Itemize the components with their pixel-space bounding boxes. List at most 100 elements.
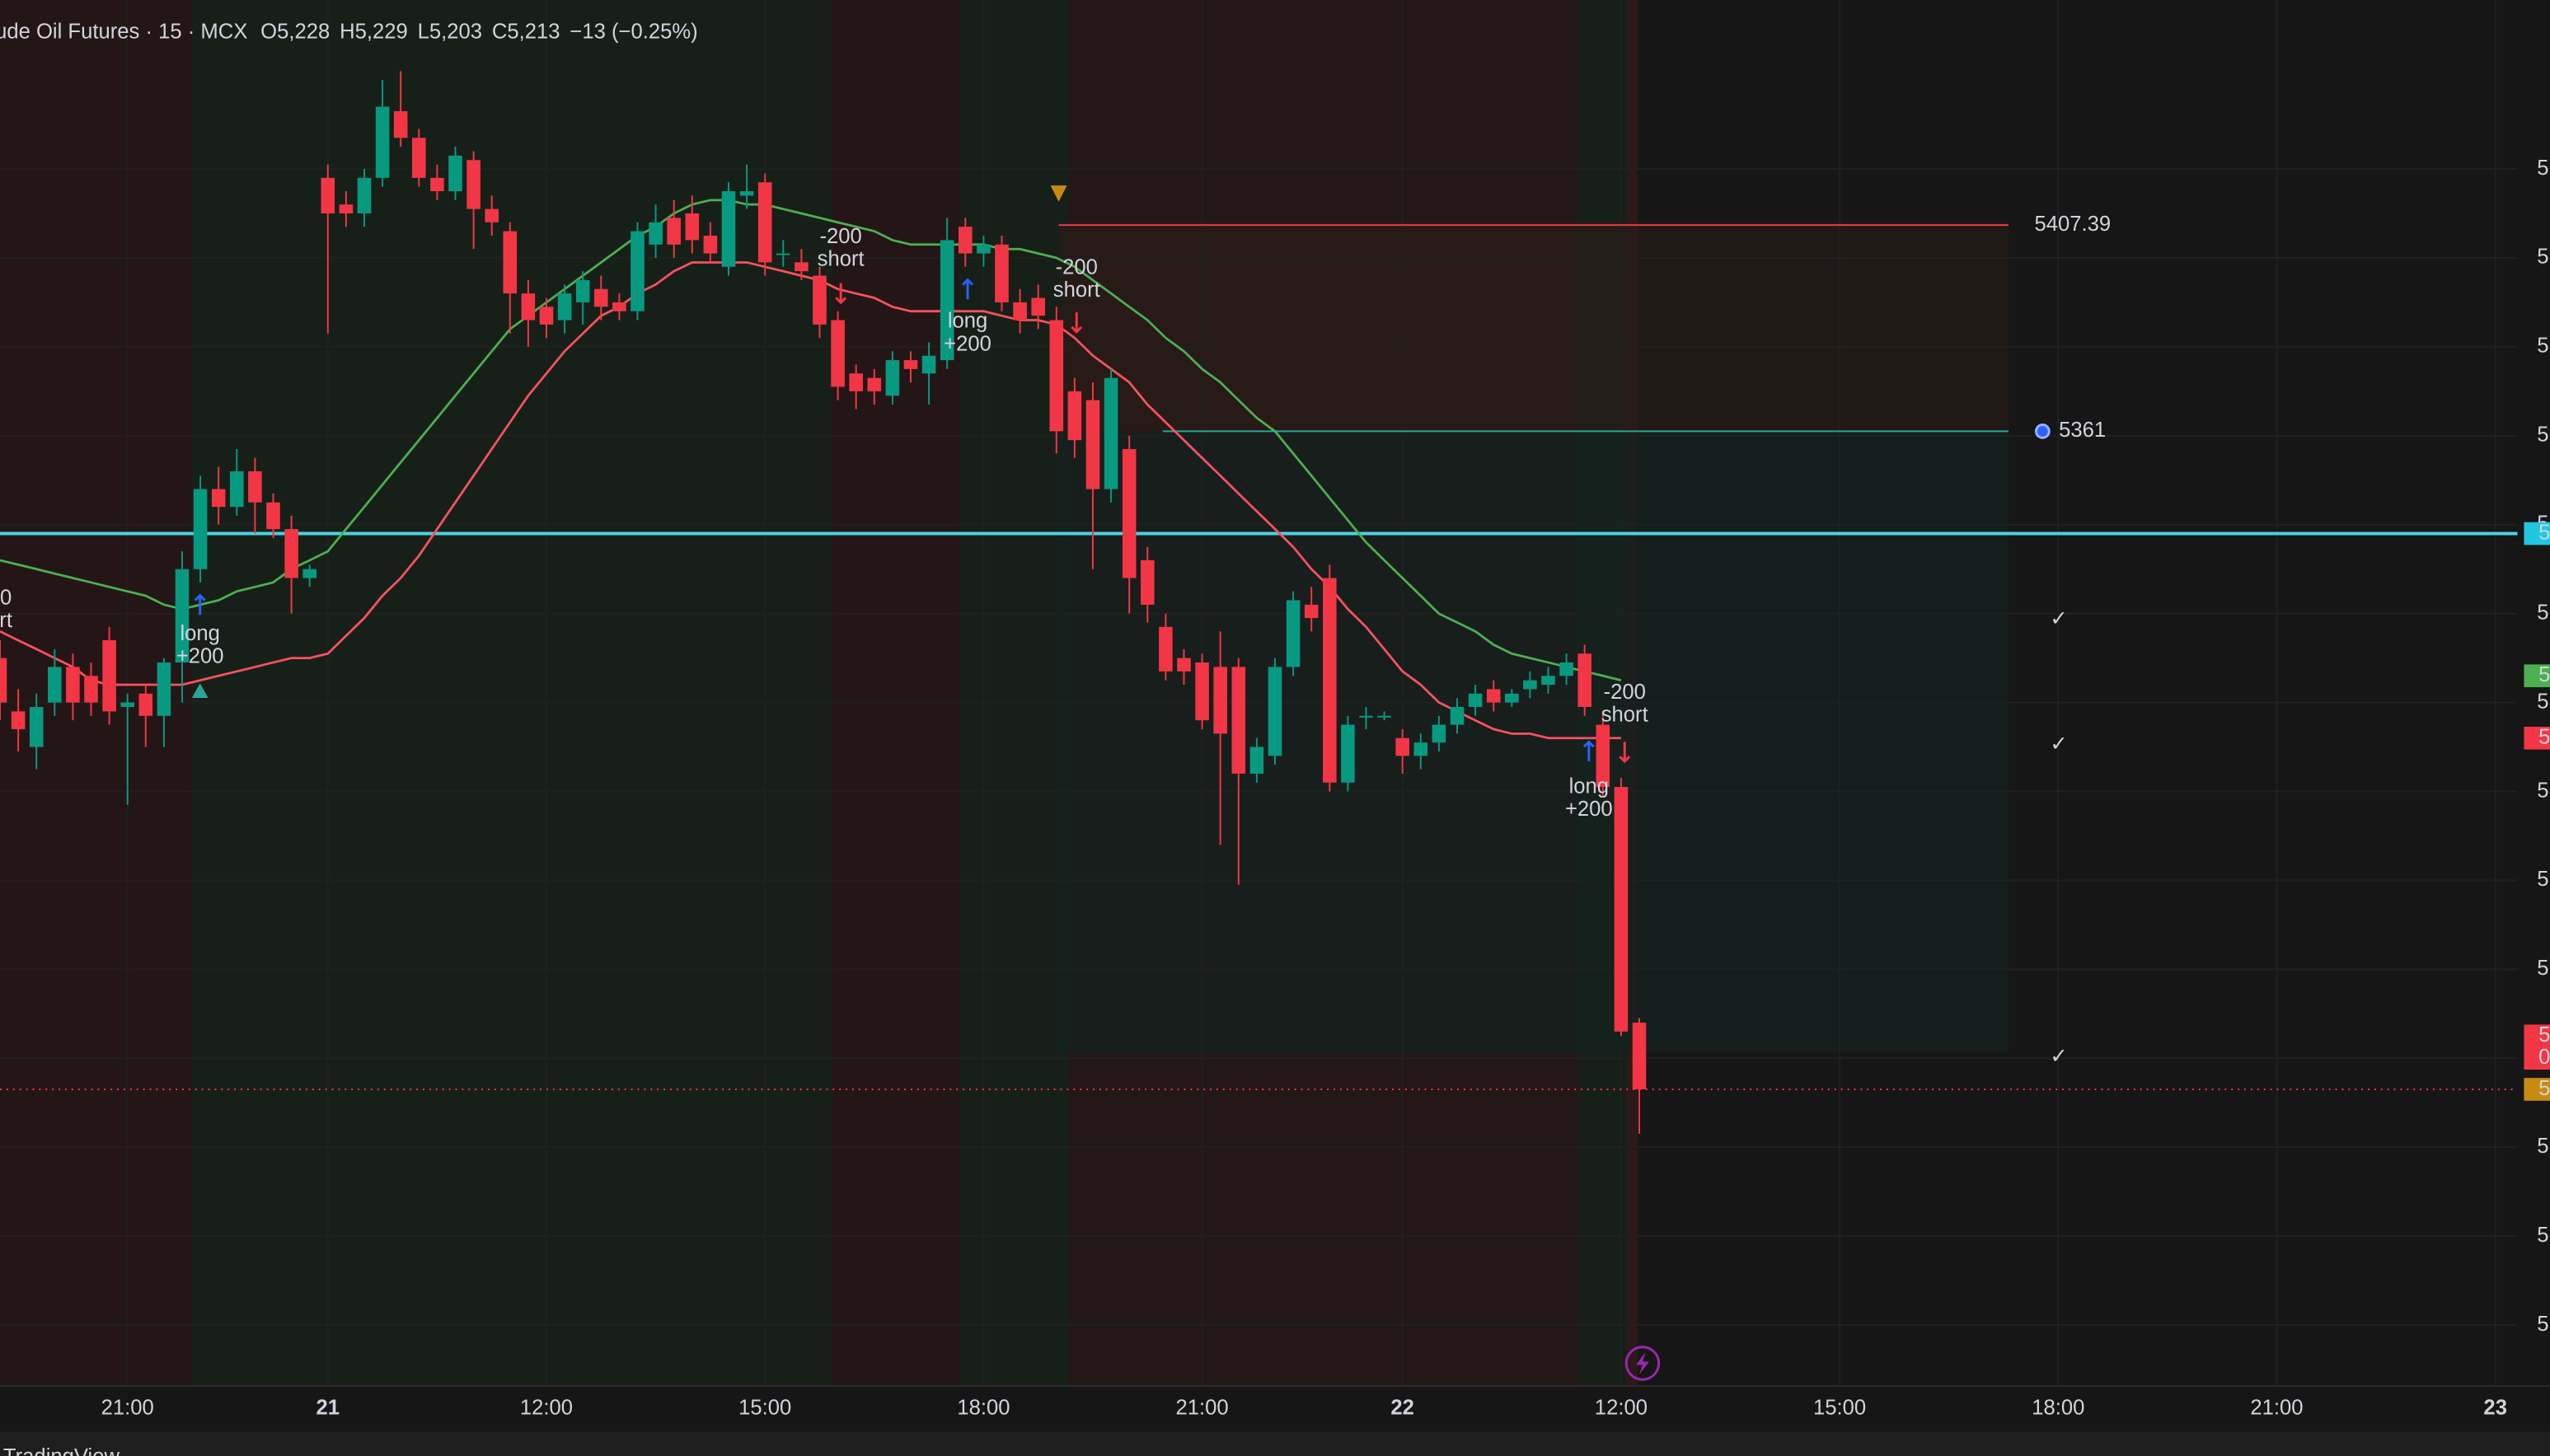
candle-body bbox=[594, 288, 608, 307]
y-tick-label: 5 bbox=[2537, 868, 2548, 891]
trade-label: -200 bbox=[1056, 256, 1098, 279]
candle-body bbox=[1559, 662, 1573, 677]
plot bbox=[0, 71, 2518, 1134]
candle-body bbox=[1159, 626, 1173, 672]
price-badge-label: 5 bbox=[2538, 1023, 2550, 1046]
price-badge bbox=[2524, 1078, 2550, 1101]
candle-body bbox=[1486, 689, 1501, 703]
alert-icon[interactable] bbox=[1624, 1346, 1661, 1381]
footer-brand: TradingView bbox=[3, 1445, 120, 1456]
level-dot bbox=[2034, 424, 2051, 439]
price-axis bbox=[2517, 0, 2550, 1387]
x-tick-label: 15:00 bbox=[738, 1397, 791, 1420]
candle-body bbox=[867, 377, 882, 391]
candle-body bbox=[1122, 448, 1137, 578]
y-tick-label: 5 bbox=[2537, 246, 2548, 269]
x-tick-label: 12:00 bbox=[1595, 1397, 1648, 1420]
footer-bar bbox=[0, 1431, 2550, 1456]
candle-body bbox=[1049, 320, 1064, 432]
band-green bbox=[959, 0, 1069, 1387]
candle-body bbox=[102, 640, 116, 712]
trade-label: +200 bbox=[944, 332, 991, 355]
candle-body bbox=[1450, 706, 1465, 725]
candle-body bbox=[575, 279, 590, 302]
candle-body bbox=[1323, 578, 1337, 783]
legend-text: H bbox=[340, 20, 355, 43]
candle-body bbox=[776, 253, 790, 255]
candle-body bbox=[1085, 400, 1100, 489]
candle-body bbox=[1468, 693, 1483, 707]
candle-body bbox=[393, 110, 408, 138]
candle-body bbox=[1031, 297, 1045, 316]
price-badge bbox=[2524, 1046, 2550, 1070]
y-tick-label: 5 bbox=[2537, 1135, 2548, 1158]
level-label: 5407.39 bbox=[2034, 213, 2111, 236]
candle-body bbox=[703, 235, 718, 254]
signal-marker bbox=[1050, 185, 1067, 202]
x-tick-label: 18:00 bbox=[957, 1397, 1010, 1420]
trade-label: long bbox=[948, 310, 987, 333]
candle-body bbox=[921, 355, 936, 374]
y-tick-label: 5 bbox=[2537, 779, 2548, 802]
candle-body bbox=[721, 191, 736, 267]
price-badge bbox=[2524, 1024, 2550, 1048]
candle-body bbox=[1523, 680, 1537, 690]
candle-body bbox=[1577, 653, 1591, 707]
signal-marker bbox=[191, 683, 209, 698]
price-badge bbox=[2524, 726, 2550, 750]
trade-arrow bbox=[1071, 312, 1083, 334]
candle-body bbox=[557, 293, 572, 321]
candle-body bbox=[1432, 724, 1446, 743]
candle-body bbox=[1377, 715, 1391, 718]
candle-body bbox=[430, 177, 444, 192]
candle-body bbox=[849, 373, 863, 391]
candle-body bbox=[795, 262, 809, 272]
candle-body bbox=[11, 711, 26, 729]
candle-body bbox=[1286, 600, 1301, 667]
x-tick-label: 18:00 bbox=[2032, 1397, 2084, 1420]
legend-text: 5,228 bbox=[277, 20, 330, 43]
legend-text: 5,213 bbox=[507, 20, 560, 43]
candle-body bbox=[995, 244, 1009, 302]
alert-bolt bbox=[1636, 1351, 1649, 1375]
candle-body bbox=[1213, 667, 1227, 734]
candle-body bbox=[757, 182, 772, 263]
candle-body bbox=[175, 569, 190, 663]
legend-header: ude Oil Futures · 15 · MCX O 5,228 H 5,229 L 5… bbox=[0, 20, 698, 43]
trade-label: +200 bbox=[1565, 798, 1613, 821]
candle-body bbox=[503, 231, 518, 294]
candle-body bbox=[630, 231, 645, 311]
price-badge bbox=[2524, 522, 2550, 545]
candle-body bbox=[284, 529, 298, 578]
candle-body bbox=[1541, 676, 1555, 685]
candle-body bbox=[230, 471, 244, 508]
check-mark: ✓ bbox=[2050, 1045, 2067, 1068]
candle-body bbox=[1268, 667, 1282, 756]
trade-label: long bbox=[1569, 775, 1609, 798]
candle-body bbox=[1632, 1023, 1647, 1090]
candle-body bbox=[485, 208, 499, 222]
candle-body bbox=[885, 360, 900, 396]
y-tick-label: 5 bbox=[2537, 601, 2548, 624]
check-mark: ✓ bbox=[2050, 607, 2067, 630]
legend-text: ude Oil Futures · 15 · MCX bbox=[0, 20, 247, 43]
legend-text: 5,229 bbox=[355, 20, 408, 43]
band-red bbox=[832, 0, 960, 1387]
trade-label: short bbox=[1053, 279, 1100, 302]
candle-body bbox=[357, 177, 372, 214]
x-tick-label: 23 bbox=[2483, 1397, 2507, 1420]
trade-label: short bbox=[818, 248, 865, 271]
x-tick-label: 22 bbox=[1390, 1397, 1414, 1420]
candle-body bbox=[29, 706, 44, 747]
candle-body bbox=[84, 676, 98, 703]
trade-label: 00 bbox=[0, 586, 12, 609]
legend-text: 5,203 bbox=[429, 20, 482, 43]
candle-body bbox=[1304, 604, 1319, 619]
candle-body bbox=[1395, 737, 1409, 756]
moving-average-line bbox=[0, 199, 1622, 681]
candle-body bbox=[1141, 559, 1155, 605]
y-tick-label: 5 bbox=[2537, 1224, 2548, 1247]
candle-body bbox=[1614, 787, 1629, 1032]
trade-label: long bbox=[180, 622, 219, 645]
level-label: 5361 bbox=[2059, 419, 2106, 442]
